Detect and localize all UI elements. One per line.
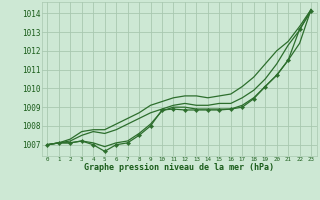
X-axis label: Graphe pression niveau de la mer (hPa): Graphe pression niveau de la mer (hPa) — [84, 164, 274, 172]
